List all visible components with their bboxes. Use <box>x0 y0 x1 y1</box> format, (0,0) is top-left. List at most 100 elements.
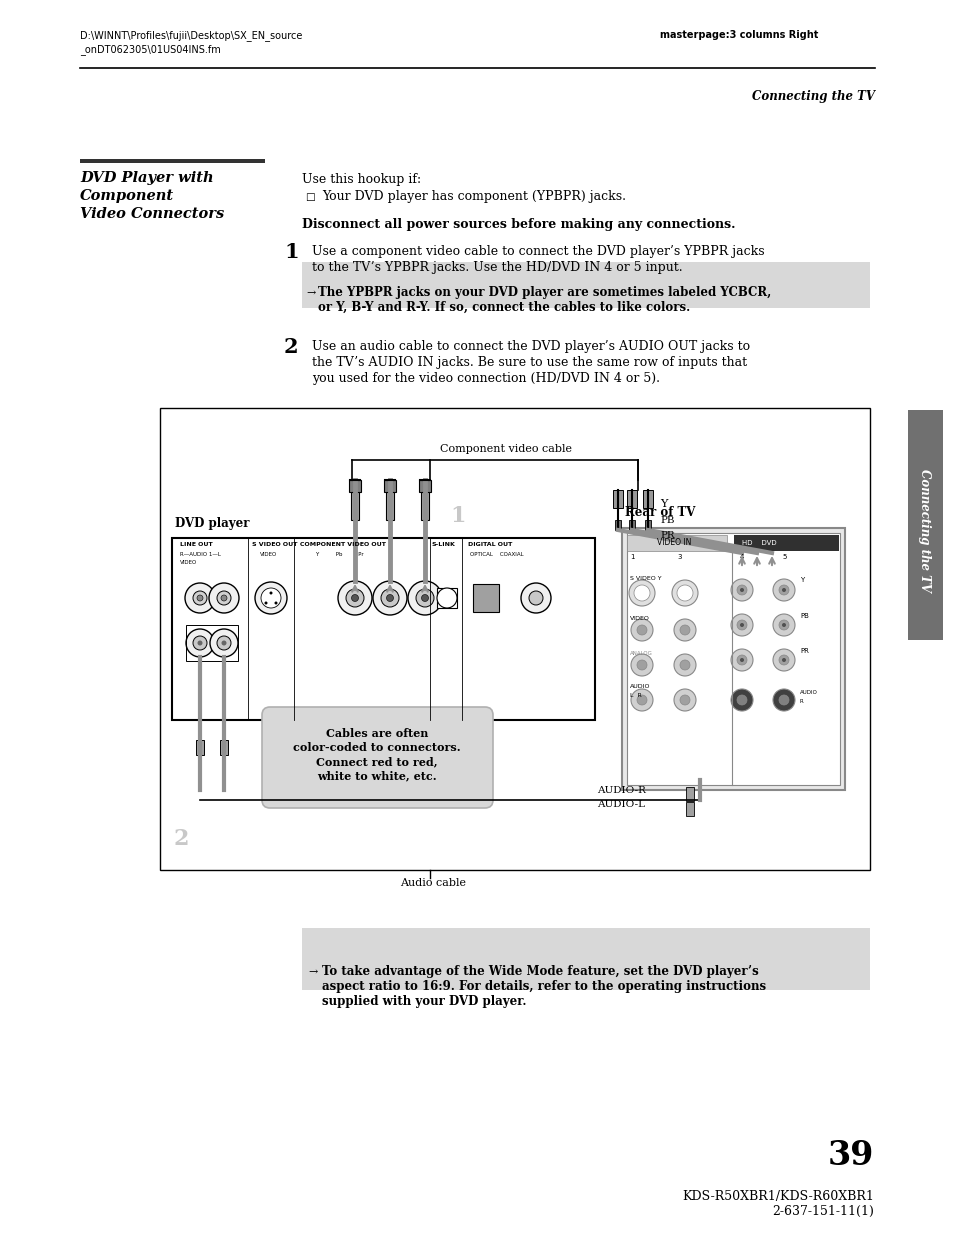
Circle shape <box>673 689 696 711</box>
Text: VIDEO: VIDEO <box>180 559 197 564</box>
Circle shape <box>730 689 752 711</box>
Circle shape <box>779 655 788 664</box>
Circle shape <box>193 636 207 650</box>
Bar <box>349 480 360 492</box>
Text: _onDT062305\01US04INS.fm: _onDT062305\01US04INS.fm <box>80 44 220 54</box>
FancyBboxPatch shape <box>262 706 493 808</box>
Bar <box>172 538 595 720</box>
Circle shape <box>209 583 239 613</box>
Text: □: □ <box>305 193 314 203</box>
Circle shape <box>637 659 646 671</box>
Text: 1: 1 <box>629 555 634 559</box>
Circle shape <box>630 655 652 676</box>
Text: L  R: L R <box>629 693 641 698</box>
Text: VIDEO: VIDEO <box>260 552 277 557</box>
Circle shape <box>740 588 743 592</box>
Circle shape <box>186 629 213 657</box>
Bar <box>386 480 394 520</box>
Text: R: R <box>800 699 803 704</box>
Circle shape <box>529 592 542 605</box>
Circle shape <box>730 650 752 671</box>
Text: Use a component video cable to connect the DVD player’s YPBPR jacks: Use a component video cable to connect t… <box>312 245 763 258</box>
Text: PB: PB <box>659 516 674 525</box>
Text: PR: PR <box>659 531 674 540</box>
Text: or Y, B-Y and R-Y. If so, connect the cables to like colors.: or Y, B-Y and R-Y. If so, connect the ca… <box>317 301 690 314</box>
Circle shape <box>634 585 649 601</box>
Circle shape <box>673 655 696 676</box>
Circle shape <box>779 620 788 630</box>
Text: LINE OUT: LINE OUT <box>180 542 213 547</box>
Text: To take advantage of the Wide Mode feature, set the DVD player’s: To take advantage of the Wide Mode featu… <box>322 965 758 978</box>
Bar <box>626 535 726 551</box>
Bar <box>621 529 844 790</box>
Circle shape <box>254 582 287 614</box>
Text: AUDIO-L: AUDIO-L <box>597 800 644 809</box>
Text: 4: 4 <box>740 555 743 559</box>
Circle shape <box>274 601 277 604</box>
Text: AUDIO-R: AUDIO-R <box>597 785 645 795</box>
Text: Y: Y <box>800 577 803 583</box>
Text: 2-637-151-11(1): 2-637-151-11(1) <box>771 1205 873 1218</box>
Text: Video Connectors: Video Connectors <box>80 207 224 221</box>
Circle shape <box>677 585 692 601</box>
Circle shape <box>628 580 655 606</box>
Circle shape <box>679 695 689 705</box>
Circle shape <box>196 595 203 601</box>
Text: Component: Component <box>80 189 174 203</box>
Bar <box>220 740 228 755</box>
Text: R—AUDIO 1—L: R—AUDIO 1—L <box>180 552 221 557</box>
Text: AUDIO: AUDIO <box>629 684 650 689</box>
Circle shape <box>772 689 794 711</box>
Text: The YPBPR jacks on your DVD player are sometimes labeled YCBCR,: The YPBPR jacks on your DVD player are s… <box>317 287 770 299</box>
Text: Your DVD player has component (YPBPR) jacks.: Your DVD player has component (YPBPR) ja… <box>322 190 625 203</box>
Text: 3: 3 <box>677 555 680 559</box>
Circle shape <box>269 592 273 594</box>
Circle shape <box>416 589 434 606</box>
Bar <box>436 588 456 608</box>
Circle shape <box>373 580 407 615</box>
Bar <box>626 490 637 508</box>
Circle shape <box>193 592 207 605</box>
Text: masterpage:3 columns Right: masterpage:3 columns Right <box>659 30 818 40</box>
Circle shape <box>421 594 428 601</box>
Circle shape <box>679 625 689 635</box>
Bar <box>418 480 431 492</box>
Text: VIDEO IN: VIDEO IN <box>657 538 691 547</box>
Circle shape <box>673 619 696 641</box>
Text: S-LINK: S-LINK <box>432 542 456 547</box>
Bar <box>628 520 635 530</box>
Text: Disconnect all power sources before making any connections.: Disconnect all power sources before maki… <box>302 219 735 231</box>
Bar <box>685 802 693 816</box>
Text: Audio cable: Audio cable <box>399 878 465 888</box>
Circle shape <box>730 579 752 601</box>
Circle shape <box>408 580 441 615</box>
Text: Use an audio cable to connect the DVD player’s AUDIO OUT jacks to: Use an audio cable to connect the DVD pl… <box>312 340 749 353</box>
Text: S VIDEO Y: S VIDEO Y <box>629 576 661 580</box>
Circle shape <box>197 641 202 646</box>
Bar <box>733 535 838 551</box>
Bar <box>613 490 622 508</box>
Text: Component video cable: Component video cable <box>439 445 572 454</box>
Text: ANALOG: ANALOG <box>629 651 652 656</box>
Circle shape <box>221 595 227 601</box>
Text: →: → <box>308 967 317 977</box>
Circle shape <box>737 655 746 664</box>
Circle shape <box>779 585 788 595</box>
Circle shape <box>210 629 237 657</box>
Bar <box>195 740 204 755</box>
Bar <box>615 520 620 530</box>
Circle shape <box>772 579 794 601</box>
Circle shape <box>740 622 743 627</box>
Text: color-coded to connectors.: color-coded to connectors. <box>293 742 460 753</box>
Circle shape <box>740 658 743 662</box>
Circle shape <box>351 594 358 601</box>
Text: DVD player: DVD player <box>174 517 250 530</box>
Text: COMPONENT VIDEO OUT: COMPONENT VIDEO OUT <box>299 542 385 547</box>
Text: KDS-R50XBR1/KDS-R60XBR1: KDS-R50XBR1/KDS-R60XBR1 <box>681 1191 873 1203</box>
Text: OPTICAL    COAXIAL: OPTICAL COAXIAL <box>470 552 523 557</box>
Text: PB: PB <box>800 613 808 619</box>
Text: S VIDEO OUT: S VIDEO OUT <box>252 542 297 547</box>
Circle shape <box>264 601 267 604</box>
Text: to the TV’s YPBPR jacks. Use the HD/DVD IN 4 or 5 input.: to the TV’s YPBPR jacks. Use the HD/DVD … <box>312 261 682 274</box>
Text: 5: 5 <box>781 555 785 559</box>
